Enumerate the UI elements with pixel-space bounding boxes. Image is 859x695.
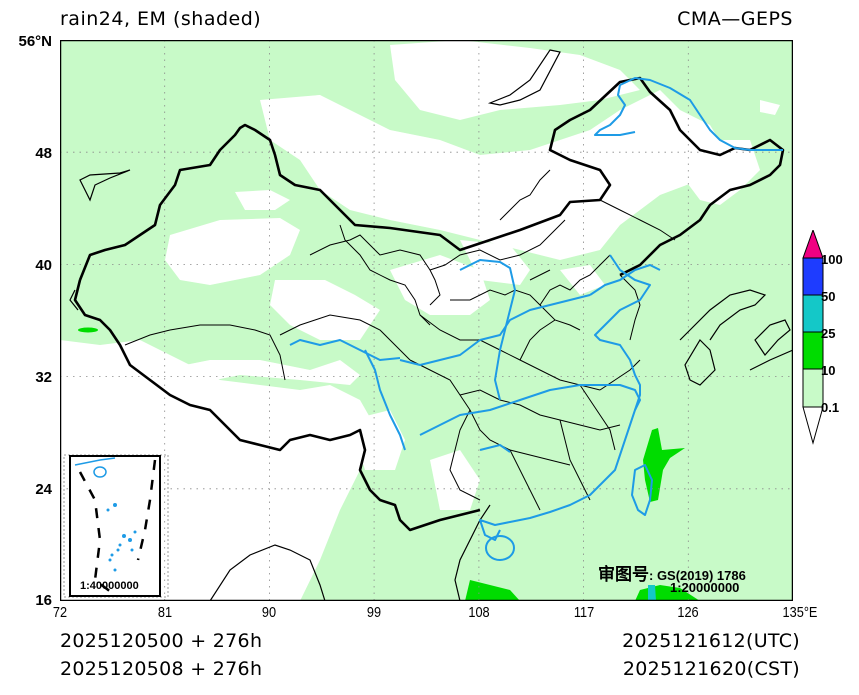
colorbar-label-0-1: 0.1 [821,400,840,415]
province-borders [124,169,676,511]
lat-tick-40: 40 [35,257,52,274]
init-time-utc: 2025120500 + 276h [60,630,263,652]
colorbar [802,230,824,445]
colorbar-label-10: 10 [821,363,836,378]
colorbar-label-25: 25 [821,326,836,341]
lat-tick-56: 56°N [18,33,52,50]
lon-tick-126: 126 [677,604,699,621]
rivers-coastline [289,77,783,561]
lat-tick-24: 24 [35,481,52,498]
colorbar-label-50: 50 [821,289,836,304]
approval-label-cn: 审图号 [598,565,649,585]
lat-tick-32: 32 [35,369,52,386]
valid-time-cst: 2025121620(CST) [622,658,800,680]
lat-tick-16: 16 [35,592,52,609]
init-time-cst: 2025120508 + 276h [60,658,263,680]
chart-title: rain24, EM (shaded) [60,8,262,30]
moderate-rain-areas [78,327,700,601]
precipitation-map [60,40,793,601]
map-approval-number: 审图号: GS(2019) 1786 [598,560,746,585]
neighbor-borders [69,49,793,601]
main-map-scale: 1:20000000 [670,580,740,595]
lon-tick-81: 81 [157,604,173,621]
lon-tick-72: 72 [52,604,68,621]
valid-time-utc: 2025121612(UTC) [622,630,800,652]
lon-tick-108: 108 [468,604,490,621]
lat-tick-48: 48 [35,145,52,162]
approval-code: : GS(2019) 1786 [649,568,746,583]
graticule [60,40,793,601]
south-china-sea-inset [63,454,169,598]
inset-map-scale: 1:40000000 [80,580,139,592]
lon-tick-99: 99 [366,604,382,621]
colorbar-label-100: 100 [821,252,843,267]
lon-tick-135: 135°E [782,604,818,621]
lon-tick-90: 90 [261,604,277,621]
lon-tick-117: 117 [573,604,595,621]
no-rain-areas [60,40,780,601]
model-name: CMA—GEPS [677,8,793,30]
